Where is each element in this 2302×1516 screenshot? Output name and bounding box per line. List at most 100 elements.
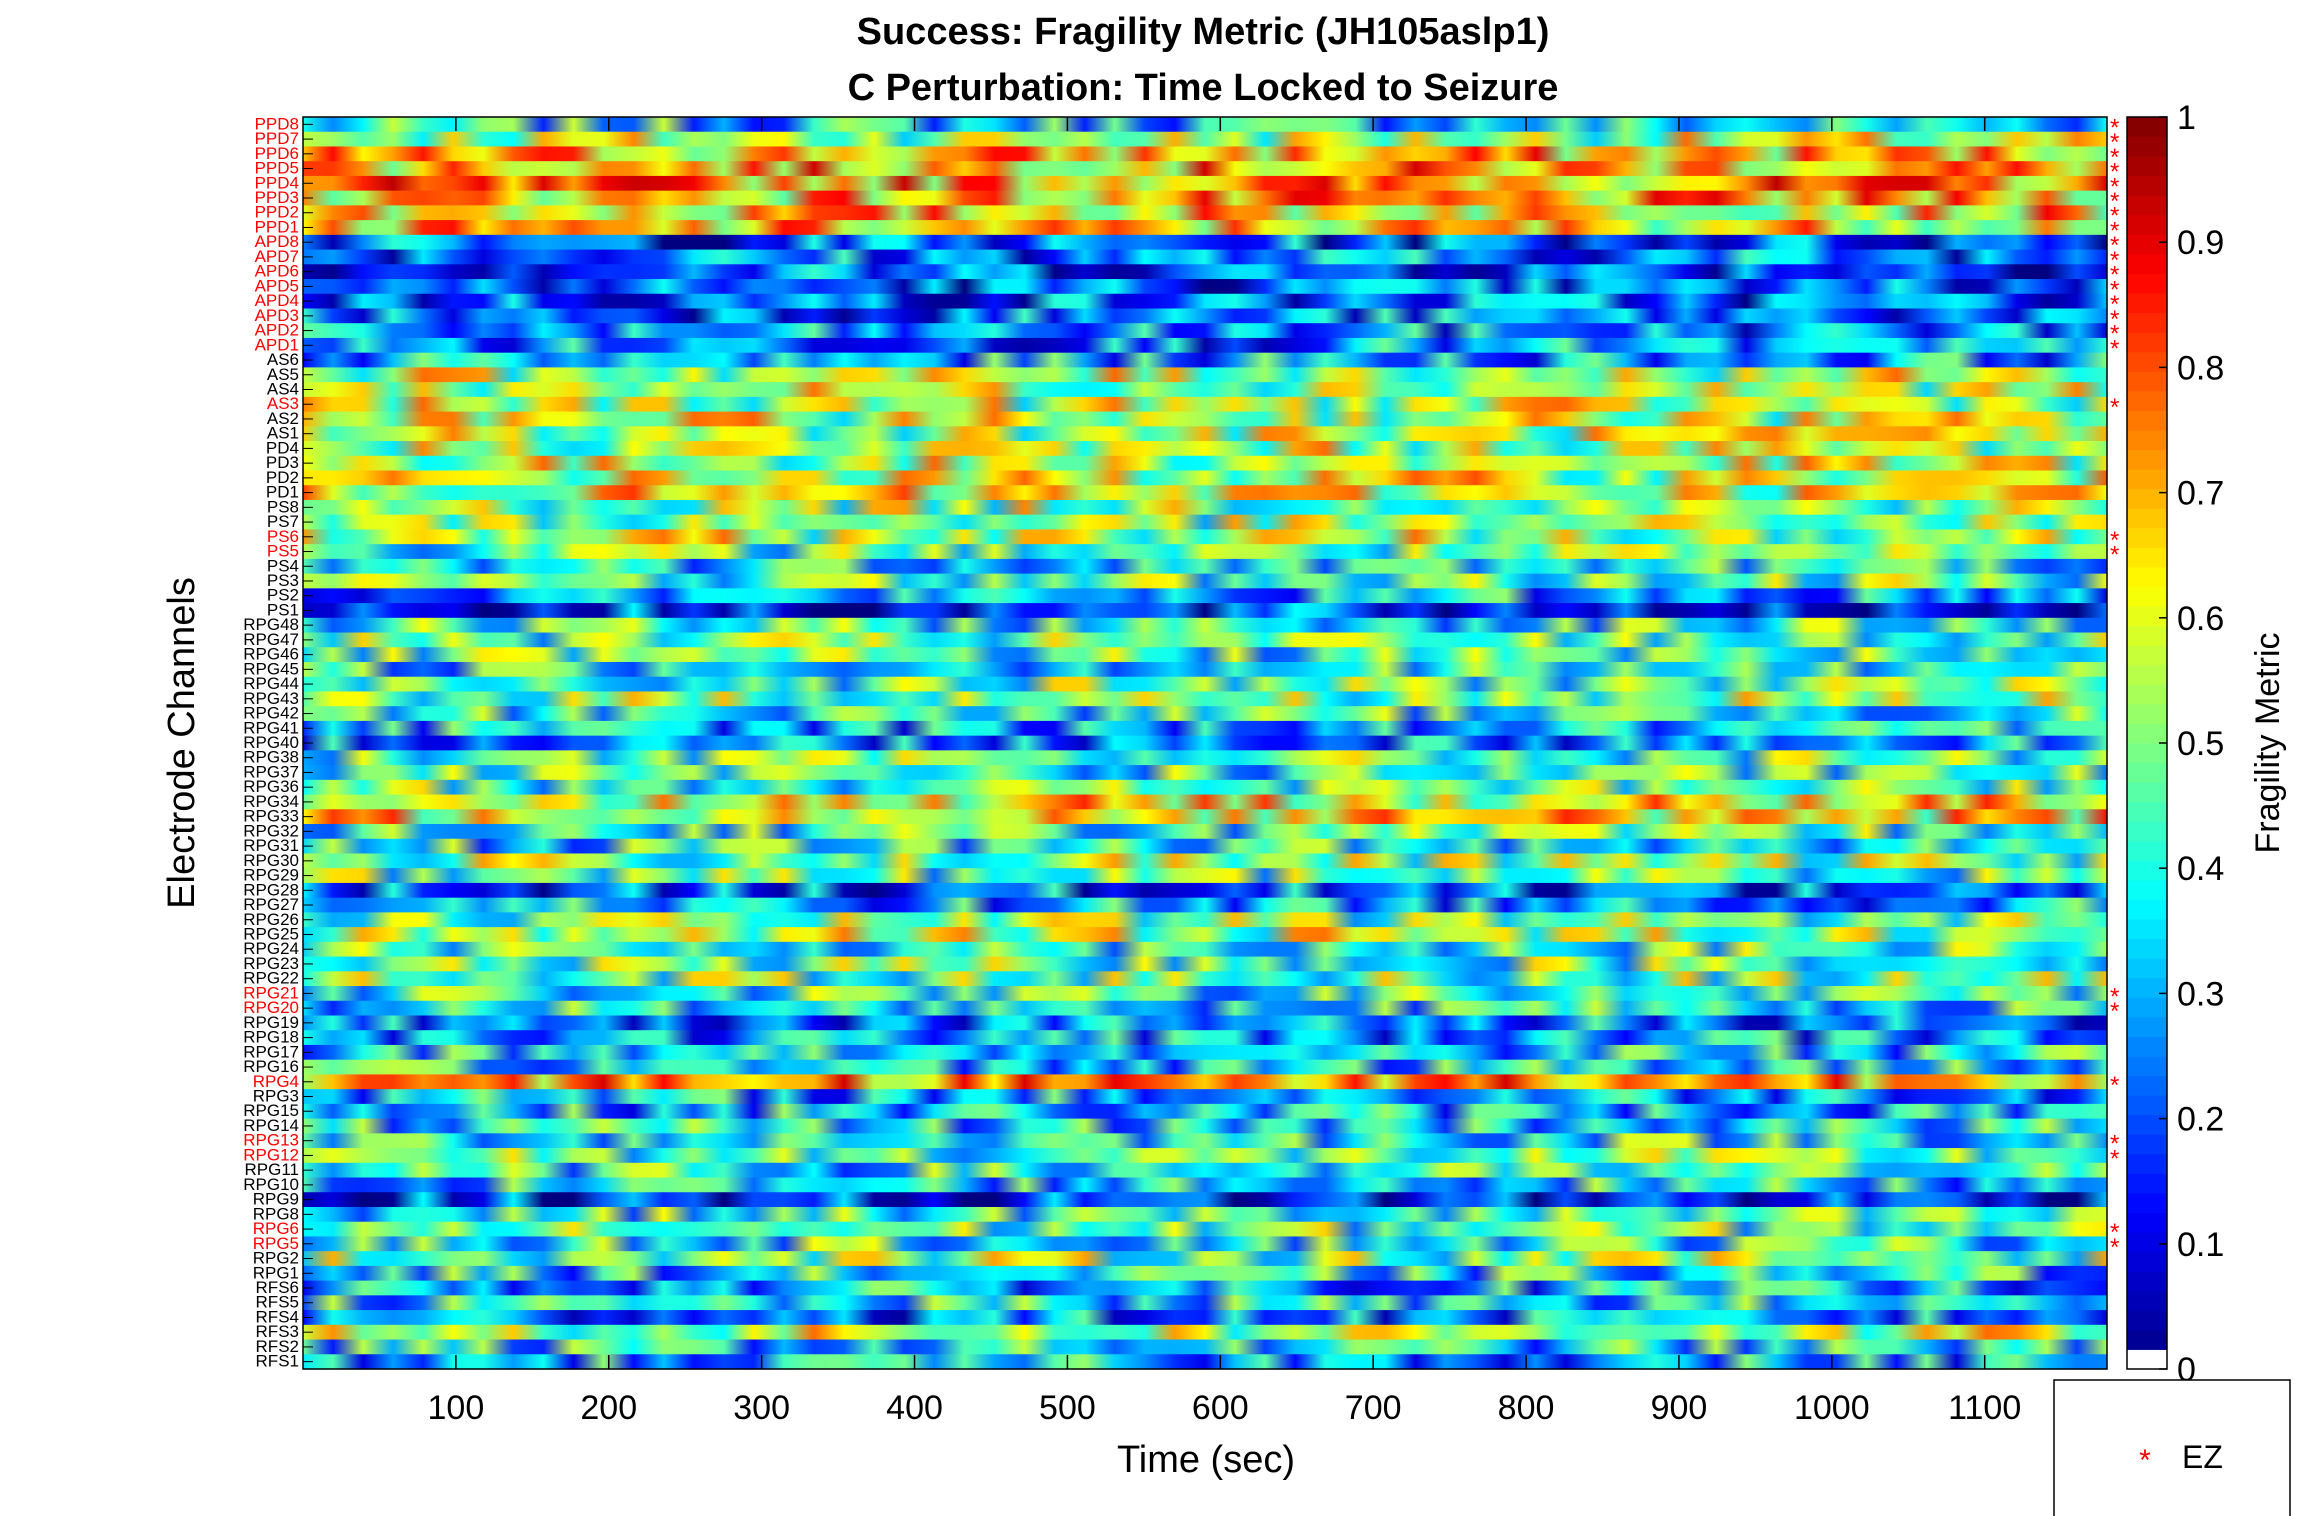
x-tick-label-400: 400: [886, 1389, 943, 1427]
heatmap-row-rpg13: [303, 1133, 2107, 1149]
channel-label-rfs1: RFS1: [256, 1352, 299, 1371]
x-axis-label: Time (sec): [1117, 1439, 1295, 1481]
colorbar-tick-label: 1: [2177, 99, 2196, 137]
heatmap-row-ppd5: [303, 161, 2107, 177]
legend-ez-marker: *: [2139, 1444, 2151, 1477]
heatmap-row-rpg15: [303, 1103, 2107, 1120]
channel-label-rpg20: RPG20: [243, 998, 299, 1017]
channel-label-rfs2: RFS2: [256, 1337, 299, 1356]
colorbar-tick-label: 0.9: [2177, 224, 2224, 262]
heatmap-row-rpg46: [303, 647, 2107, 663]
x-tick-label-1100: 1100: [1948, 1389, 2021, 1427]
heatmap-row-ppd1: [303, 220, 2107, 236]
heatmap-row-rpg9: [303, 1192, 2107, 1208]
heatmap-row-rpg10: [303, 1177, 2107, 1193]
channel-label-rpg9: RPG9: [253, 1190, 299, 1209]
heatmap-area: [303, 117, 2107, 1370]
heatmap-row-rfs1: [303, 1354, 2107, 1370]
channel-label-ps8: PS8: [267, 497, 299, 516]
heatmap-row-rpg40: [303, 735, 2107, 751]
ez-marker-rpg5: *: [2110, 1234, 2119, 1261]
heatmap-row-pd4: [303, 441, 2107, 457]
heatmap-row-rpg16: [303, 1059, 2107, 1076]
channel-label-rpg40: RPG40: [243, 733, 299, 752]
y-axis-label: Electrode Channels: [161, 577, 203, 909]
heatmap-row-rfs3: [303, 1324, 2107, 1341]
channel-label-rpg29: RPG29: [243, 866, 299, 885]
ez-marker-as3: *: [2110, 394, 2119, 421]
heatmap-row-rpg28: [303, 882, 2107, 899]
heatmap-row-rpg33: [303, 809, 2107, 825]
heatmap-row-as5: [303, 367, 2107, 383]
heatmap-row-apd4: [303, 293, 2107, 310]
colorbar-tick-label: 0.1: [2177, 1226, 2224, 1264]
ez-marker-ps6: *: [2110, 527, 2119, 554]
channel-label-rpg4: RPG4: [253, 1072, 299, 1091]
channel-label-rfs3: RFS3: [256, 1322, 299, 1341]
ez-marker-rpg13: *: [2110, 1131, 2119, 1158]
channel-label-rpg24: RPG24: [243, 939, 299, 958]
colorbar: 00.10.20.30.40.50.60.70.80.91: [2126, 99, 2224, 1389]
heatmap-row-as6: [303, 352, 2107, 368]
colorbar-tick-label: 0.4: [2177, 850, 2224, 888]
channel-label-pd4: PD4: [266, 438, 299, 457]
heatmap-row-rpg26: [303, 912, 2107, 928]
ez-marker-ppd7: *: [2110, 129, 2119, 156]
heatmap-row-ppd8: [303, 117, 2107, 133]
channel-label-rpg48: RPG48: [243, 615, 299, 634]
channel-label-ppd5: PPD5: [255, 159, 299, 178]
ez-marker-apd7: *: [2110, 247, 2119, 274]
channel-label-rpg31: RPG31: [243, 836, 299, 855]
heatmap-row-ps6: [303, 529, 2107, 545]
heatmap-row-ppd6: [303, 146, 2107, 162]
channel-label-apd3: APD3: [255, 306, 299, 325]
channel-label-rpg10: RPG10: [243, 1175, 299, 1194]
heatmap-row-rpg32: [303, 824, 2107, 840]
channel-label-ppd7: PPD7: [255, 129, 299, 148]
channel-label-rpg14: RPG14: [243, 1116, 299, 1135]
channel-label-apd8: APD8: [255, 232, 299, 251]
channel-label-rpg38: RPG38: [243, 748, 299, 767]
heatmap-row-rpg21: [303, 986, 2107, 1002]
channel-label-rpg5: RPG5: [253, 1234, 299, 1253]
heatmap-row-ppd4: [303, 175, 2107, 192]
channel-label-pd1: PD1: [266, 483, 299, 502]
x-tick-label-500: 500: [1039, 1389, 1096, 1427]
heatmap-row-rfs4: [303, 1310, 2107, 1326]
channel-label-rpg41: RPG41: [243, 718, 299, 737]
chart-title-line-2: C Perturbation: Time Locked to Seizure: [848, 67, 1559, 109]
ez-marker-ps5: *: [2110, 542, 2119, 569]
channel-label-ps4: PS4: [267, 556, 299, 575]
colorbar-tick-label: 0.6: [2177, 600, 2224, 638]
channel-label-rpg19: RPG19: [243, 1013, 299, 1032]
colorbar-tick-label: 0.5: [2177, 725, 2224, 763]
x-tick-label-900: 900: [1651, 1389, 1708, 1427]
channel-label-rpg33: RPG33: [243, 807, 299, 826]
x-ticks: 100 200 300 400 500 600 700 800 900 1000 1100: [428, 117, 2021, 1427]
channel-label-rfs5: RFS5: [256, 1293, 299, 1312]
channel-label-rpg25: RPG25: [243, 924, 299, 943]
channel-label-rpg2: RPG2: [253, 1249, 299, 1268]
channel-label-ps3: PS3: [267, 571, 299, 590]
channel-label-apd4: APD4: [255, 291, 299, 310]
ez-marker-apd4: *: [2110, 291, 2119, 318]
channel-label-rpg18: RPG18: [243, 1028, 299, 1047]
ez-marker-ppd8: *: [2110, 114, 2119, 141]
heatmap-row-as2: [303, 411, 2107, 427]
heatmap-row-rpg41: [303, 720, 2107, 737]
heatmap-row-rpg8: [303, 1206, 2107, 1223]
heatmap-row-rpg24: [303, 941, 2107, 958]
heatmap-row-rpg14: [303, 1118, 2107, 1134]
heatmap-row-ps3: [303, 573, 2107, 589]
channel-label-ps7: PS7: [267, 512, 299, 531]
heatmap-row-pd2: [303, 470, 2107, 486]
channel-label-rfs4: RFS4: [256, 1307, 299, 1326]
channel-label-ppd1: PPD1: [255, 217, 299, 236]
channel-label-rpg3: RPG3: [253, 1087, 299, 1106]
channel-label-rpg6: RPG6: [253, 1219, 299, 1238]
ez-marker-apd5: *: [2110, 276, 2119, 303]
channel-label-rpg43: RPG43: [243, 689, 299, 708]
heatmap-row-pd3: [303, 455, 2107, 472]
ez-marker-rpg12: *: [2110, 1145, 2119, 1172]
ez-marker-apd1: *: [2110, 335, 2119, 362]
